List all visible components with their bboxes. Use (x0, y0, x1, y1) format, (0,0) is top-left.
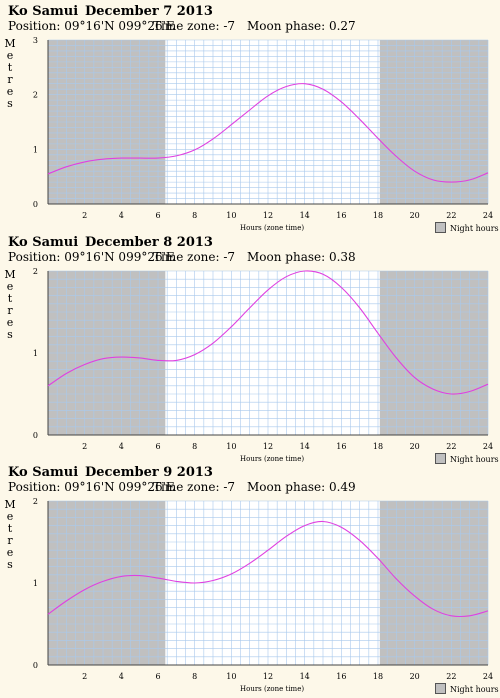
x-tick-label: 18 (373, 672, 383, 681)
x-tick-label: 14 (300, 211, 310, 220)
x-tick-label: 8 (192, 211, 197, 220)
x-tick-label: 12 (263, 672, 273, 681)
x-tick-label: 24 (483, 442, 493, 451)
moon-phase-label: Moon phase: 0.27 (247, 19, 356, 33)
x-tick-label: 6 (155, 211, 160, 220)
x-axis-title: Hours (zone time) (240, 685, 305, 693)
x-tick-label: 10 (226, 442, 236, 451)
x-tick-label: 10 (226, 211, 236, 220)
x-axis-title: Hours (zone time) (240, 224, 305, 232)
x-tick-label: 2 (82, 211, 87, 220)
x-tick-label: 12 (263, 211, 273, 220)
date-label: December 9 2013 (85, 465, 213, 480)
tide-panel-dec-9: Ko Samui December 9 2013 Position: 09°16… (0, 465, 500, 698)
y-tick-label: 2 (33, 91, 38, 100)
x-tick-label: 20 (410, 672, 420, 681)
y-tick-label: 1 (33, 145, 38, 154)
x-tick-label: 24 (483, 672, 493, 681)
panel-title: Ko Samui December 9 2013 (8, 465, 213, 480)
x-tick-label: 18 (373, 211, 383, 220)
x-tick-label: 16 (336, 442, 346, 451)
panel-title: Ko Samui December 8 2013 (8, 235, 213, 250)
legend-label: Night hours (450, 455, 499, 464)
date-label: December 7 2013 (85, 4, 213, 19)
timezone-label: Time zone: -7 (153, 480, 236, 494)
x-tick-label: 6 (155, 672, 160, 681)
tide-panel-dec-7: Ko Samui December 7 2013 Position: 09°16… (0, 4, 500, 236)
x-tick-label: 18 (373, 442, 383, 451)
x-tick-label: 12 (263, 442, 273, 451)
x-tick-label: 22 (446, 442, 456, 451)
x-tick-label: 22 (446, 672, 456, 681)
x-axis-title: Hours (zone time) (240, 455, 305, 463)
night-hours-swatch (435, 683, 446, 694)
y-tick-label: 1 (33, 349, 38, 358)
timezone-label: Time zone: -7 (153, 19, 236, 33)
timezone-label: Time zone: -7 (153, 250, 236, 264)
y-tick-label: 2 (33, 497, 38, 506)
x-tick-label: 4 (119, 211, 124, 220)
grid (47, 39, 489, 205)
x-tick-label: 6 (155, 442, 160, 451)
x-tick-label: 20 (410, 442, 420, 451)
x-tick-label: 4 (119, 442, 124, 451)
y-tick-label: 2 (33, 267, 38, 276)
date-label: December 8 2013 (85, 235, 213, 250)
position-label: Position: 09°16'N 099°26'E (8, 19, 175, 33)
tide-height-line (47, 83, 489, 183)
x-tick-label: 2 (82, 442, 87, 451)
x-tick-label: 14 (300, 672, 310, 681)
moon-phase-label: Moon phase: 0.49 (247, 480, 356, 494)
y-tick-label: 1 (33, 579, 38, 588)
x-tick-label: 24 (483, 211, 493, 220)
y-tick-label: 0 (33, 431, 38, 440)
position-label: Position: 09°16'N 099°26'E (8, 250, 175, 264)
tide-panel-dec-8: Ko Samui December 8 2013 Position: 09°16… (0, 235, 500, 467)
location-label: Ko Samui (8, 4, 79, 19)
location-label: Ko Samui (8, 235, 79, 250)
x-tick-label: 16 (336, 672, 346, 681)
chart-legend: Night hours (435, 222, 499, 233)
night-hours-swatch (435, 453, 446, 464)
x-tick-label: 2 (82, 672, 87, 681)
legend-label: Night hours (450, 685, 499, 694)
chart-legend: Night hours (435, 453, 499, 464)
x-tick-label: 16 (336, 211, 346, 220)
x-tick-label: 22 (446, 211, 456, 220)
x-tick-label: 8 (192, 442, 197, 451)
panel-title: Ko Samui December 7 2013 (8, 4, 213, 19)
tide-height-line (47, 270, 489, 395)
legend-label: Night hours (450, 224, 499, 233)
x-tick-label: 14 (300, 442, 310, 451)
x-tick-label: 20 (410, 211, 420, 220)
y-tick-label: 0 (33, 661, 38, 670)
y-tick-label: 3 (33, 36, 38, 45)
x-tick-label: 8 (192, 672, 197, 681)
location-label: Ko Samui (8, 465, 79, 480)
y-tick-label: 0 (33, 200, 38, 209)
position-label: Position: 09°16'N 099°26'E (8, 480, 175, 494)
x-tick-label: 10 (226, 672, 236, 681)
grid (47, 270, 489, 436)
moon-phase-label: Moon phase: 0.38 (247, 250, 356, 264)
chart-legend: Night hours (435, 683, 499, 694)
grid (47, 500, 489, 666)
night-hours-swatch (435, 222, 446, 233)
x-tick-label: 4 (119, 672, 124, 681)
